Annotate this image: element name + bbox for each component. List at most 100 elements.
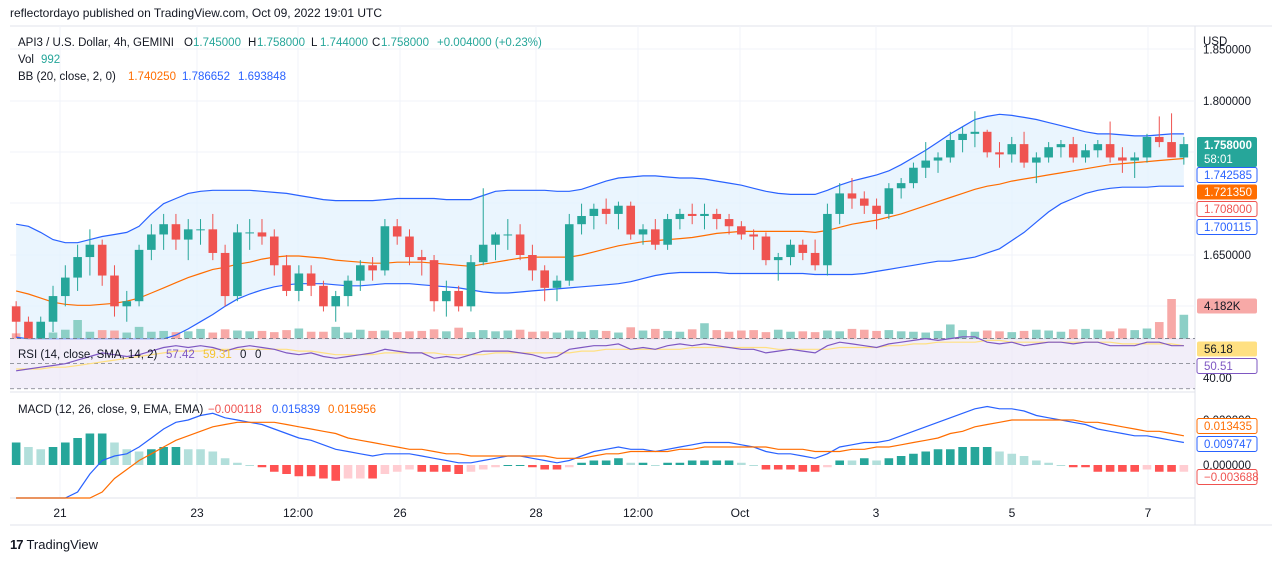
volume-bar-71 xyxy=(884,330,894,339)
volume-bar-32 xyxy=(405,331,414,339)
macd-hist-bar-19 xyxy=(245,465,254,466)
candle-body-34 xyxy=(429,260,439,302)
rsi-value-badge: 50.51 xyxy=(1196,358,1258,374)
volume-bar-85 xyxy=(1056,331,1066,339)
candle-body-46 xyxy=(577,215,586,225)
volume-bar-5 xyxy=(73,320,82,339)
macd-line xyxy=(16,405,1185,499)
volume-bar-65 xyxy=(810,332,820,339)
candle-body-49 xyxy=(614,205,623,214)
candle-body-78 xyxy=(970,131,980,134)
candle-body-23 xyxy=(294,273,304,291)
publisher-header: reflectordayo published on TradingView.c… xyxy=(10,6,382,20)
candle-body-71 xyxy=(884,188,894,214)
macd-hist-bar-81 xyxy=(1007,453,1017,465)
macd-hist-bar-50 xyxy=(626,462,636,465)
volume-bar-9 xyxy=(122,332,132,339)
legend-rsi-label: RSI (14, close, SMA, 14, 2) xyxy=(18,349,158,361)
volume-bar-61 xyxy=(761,332,771,339)
candle-body-75 xyxy=(933,157,943,161)
volume-bar-40 xyxy=(503,330,513,339)
price-tick-2: 1.650000 xyxy=(1203,250,1251,262)
candle-body-72 xyxy=(896,183,906,189)
macd-hist-bar-4 xyxy=(61,442,70,465)
macd-hist-bar-12 xyxy=(159,447,168,465)
macd-hist-bar-74 xyxy=(921,451,931,465)
macd-hist-bar-13 xyxy=(171,447,181,465)
volume-bar-33 xyxy=(417,330,427,339)
volume-bar-15 xyxy=(196,328,205,339)
price-tick-0: 1.850000 xyxy=(1203,45,1251,57)
legend-rsi-value: 57.42 xyxy=(166,349,195,361)
candle-body-22 xyxy=(282,265,291,291)
time-label-8: 5 xyxy=(1009,506,1016,520)
macd-hist-bar-79 xyxy=(982,447,992,465)
last-close-badge-bg xyxy=(1196,201,1258,217)
candle-body-59 xyxy=(737,226,746,235)
legend-low: 1.744000 xyxy=(320,37,368,49)
volume-bar-67 xyxy=(835,331,844,339)
macd-hist-bar-66 xyxy=(823,465,832,468)
volume-bar-68 xyxy=(847,328,857,339)
macd-hist-bar-68 xyxy=(847,460,857,465)
macd-signal-badge-bg xyxy=(1196,418,1258,434)
volume-bar-72 xyxy=(896,331,906,339)
candle-body-45 xyxy=(564,224,574,281)
candlesticks xyxy=(11,111,1189,339)
candle-body-74 xyxy=(921,160,931,168)
candle-body-38 xyxy=(478,244,488,263)
volume-bar-83 xyxy=(1032,329,1041,339)
candle-body-8 xyxy=(110,275,119,307)
volume-bar-49 xyxy=(614,332,623,339)
legend-close: 1.758000 xyxy=(381,37,429,49)
candle-body-79 xyxy=(982,131,992,153)
candle-body-64 xyxy=(798,244,808,253)
current-price-badge: 1.758000 58:01 xyxy=(1197,137,1257,167)
macd-hist-bar-65 xyxy=(810,465,820,472)
candle-body-85 xyxy=(1056,144,1066,148)
time-axis[interactable]: 21 23 12:00 26 28 12:00 Oct 3 5 7 xyxy=(53,506,1151,520)
candle-body-80 xyxy=(995,152,1004,155)
volume-bar-31 xyxy=(392,332,402,339)
bb-lower-line xyxy=(16,185,1184,340)
macd-hist-bar-5 xyxy=(73,438,82,465)
bb-upper-badge-label: 1.742585 xyxy=(1204,170,1252,182)
macd-hist-bar-36 xyxy=(454,465,463,474)
volume-bar-79 xyxy=(982,330,992,339)
legend-bb-upper: 1.786652 xyxy=(182,71,230,83)
volume-bar-62 xyxy=(773,329,783,339)
legend-high-label: H xyxy=(248,37,256,49)
macd-hist-bar-76 xyxy=(946,449,955,465)
candle-body-39 xyxy=(491,234,500,245)
macd-hist-badge: −0.003688 xyxy=(1196,469,1259,485)
volume-bar-92 xyxy=(1142,328,1152,339)
macd-hist-bar-17 xyxy=(220,458,230,465)
volume-bar-20 xyxy=(257,330,267,339)
bb-lower-badge-label: 1.700115 xyxy=(1204,222,1251,234)
time-label-3: 26 xyxy=(393,506,407,520)
macd-hist-bar-35 xyxy=(442,465,451,472)
candle-body-70 xyxy=(872,205,881,214)
price-scale[interactable]: 1.8500001.8000001.6500001.75800058:011.7… xyxy=(1196,45,1259,485)
volume-bar-73 xyxy=(909,331,918,339)
time-label-1: 23 xyxy=(190,506,204,520)
volume-bar-26 xyxy=(331,326,341,339)
time-label-2: 12:00 xyxy=(283,506,313,520)
volume-bar-19 xyxy=(245,331,254,339)
tradingview-footer[interactable]: 17 TradingView xyxy=(10,537,98,552)
volume-bar-51 xyxy=(638,330,648,339)
candle-body-63 xyxy=(786,244,795,258)
macd-hist-bar-27 xyxy=(343,465,353,479)
volume-bar-82 xyxy=(1019,330,1029,339)
volume-bar-78 xyxy=(970,331,980,339)
volume-bar-95 xyxy=(1179,314,1189,339)
macd-hist-bar-60 xyxy=(749,465,758,466)
bb-lower-badge-bg xyxy=(1196,219,1258,235)
volume-bar-88 xyxy=(1093,329,1103,339)
volume-bar-35 xyxy=(442,331,451,339)
candle-body-43 xyxy=(540,270,549,288)
candle-body-27 xyxy=(343,280,353,297)
volume-bar-74 xyxy=(921,332,931,339)
candle-body-0 xyxy=(11,306,21,322)
